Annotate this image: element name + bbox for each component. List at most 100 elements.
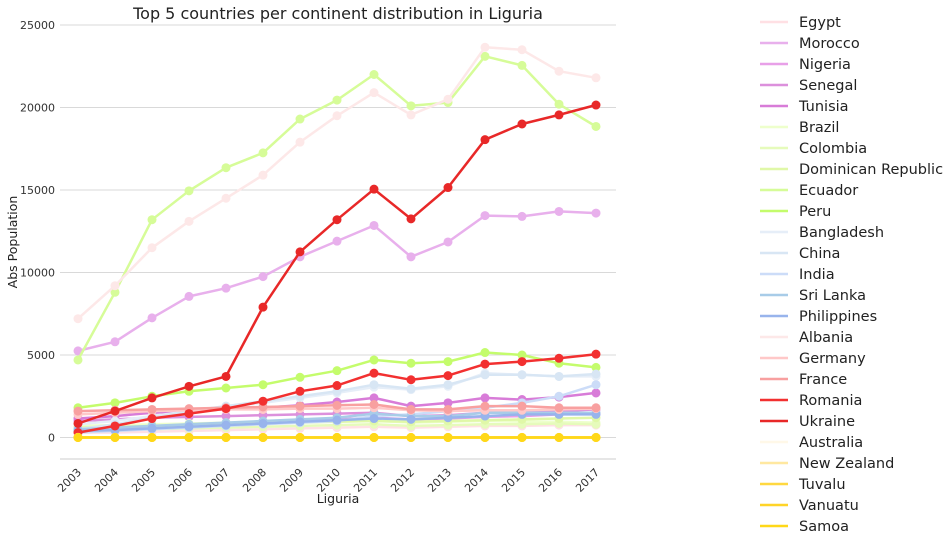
data-point xyxy=(554,403,564,413)
data-point xyxy=(332,366,342,376)
legend-label: Morocco xyxy=(799,36,860,52)
data-point xyxy=(517,370,527,380)
data-point xyxy=(591,121,601,131)
data-point xyxy=(480,348,490,358)
legend-label: Germany xyxy=(799,351,866,367)
x-axis-label: Liguria xyxy=(317,491,360,506)
data-point xyxy=(480,42,490,52)
data-point xyxy=(554,99,564,109)
data-point xyxy=(332,433,342,442)
legend-item: Sri Lanka xyxy=(760,288,866,304)
legend-item: Australia xyxy=(760,435,863,451)
series-samoa xyxy=(73,433,601,442)
data-point xyxy=(258,170,268,180)
legend-item: Germany xyxy=(760,351,866,367)
series-ukraine xyxy=(73,100,601,428)
legend-label: France xyxy=(799,372,847,388)
data-point xyxy=(110,433,120,442)
data-point xyxy=(369,355,379,365)
data-point xyxy=(221,433,231,442)
data-point xyxy=(554,371,564,381)
data-point xyxy=(258,302,268,312)
data-point xyxy=(554,353,564,363)
data-point xyxy=(295,401,305,411)
data-point xyxy=(258,380,268,390)
data-point xyxy=(554,110,564,120)
data-point xyxy=(184,409,194,419)
legend-label: Peru xyxy=(799,204,831,220)
legend-label: Bangladesh xyxy=(799,225,884,241)
data-point xyxy=(184,422,194,432)
data-point xyxy=(332,236,342,246)
data-point xyxy=(369,220,379,230)
x-tick-label: 2017 xyxy=(573,466,602,495)
data-point xyxy=(258,148,268,158)
legend-label: Samoa xyxy=(799,519,849,535)
data-point xyxy=(517,60,527,70)
data-point xyxy=(517,350,527,360)
data-point xyxy=(295,137,305,147)
data-point xyxy=(369,380,379,390)
x-tick-label: 2008 xyxy=(240,466,269,495)
data-point xyxy=(554,66,564,76)
data-point xyxy=(443,237,453,247)
data-point xyxy=(406,214,416,224)
legend-item: Tuvalu xyxy=(760,477,846,493)
data-point xyxy=(591,73,601,83)
legend-item: France xyxy=(760,372,847,388)
data-point xyxy=(480,135,490,145)
y-axis-tick-labels: 0 5000 10000 15000 20000 25000 xyxy=(20,19,55,445)
data-point xyxy=(443,398,453,408)
legend-label: Colombia xyxy=(799,141,867,157)
data-point xyxy=(517,357,527,367)
x-tick-label: 2013 xyxy=(425,466,454,495)
data-point xyxy=(369,88,379,98)
x-tick-label: 2006 xyxy=(166,466,195,495)
legend-item: China xyxy=(760,246,840,262)
legend-item: Ukraine xyxy=(760,414,855,430)
gridlines xyxy=(60,24,616,460)
data-point xyxy=(332,381,342,391)
legend-item: Romania xyxy=(760,393,862,409)
data-point xyxy=(110,281,120,291)
legend-label: India xyxy=(799,267,835,283)
legend-label: Nigeria xyxy=(799,57,851,73)
data-point xyxy=(332,415,342,425)
data-point xyxy=(406,101,416,111)
data-point xyxy=(147,215,157,225)
data-point xyxy=(221,404,231,414)
data-point xyxy=(332,111,342,121)
legend-label: New Zealand xyxy=(799,456,894,472)
data-point xyxy=(73,355,83,365)
legend-label: Vanuatu xyxy=(799,498,859,514)
data-point xyxy=(369,414,379,424)
data-point xyxy=(406,252,416,262)
x-tick-label: 2003 xyxy=(55,466,84,495)
data-point xyxy=(591,380,601,390)
series-layer xyxy=(73,42,601,442)
data-point xyxy=(295,417,305,427)
x-tick-label: 2004 xyxy=(92,466,121,495)
data-point xyxy=(443,380,453,390)
x-tick-label: 2014 xyxy=(462,466,491,495)
data-point xyxy=(110,398,120,408)
data-point xyxy=(406,358,416,368)
data-point xyxy=(480,359,490,369)
data-point xyxy=(147,414,157,424)
data-point xyxy=(73,314,83,324)
data-point xyxy=(369,368,379,378)
data-point xyxy=(147,433,157,442)
data-point xyxy=(73,346,83,356)
legend-label: Philippines xyxy=(799,309,877,325)
data-point xyxy=(480,433,490,442)
y-tick-label: 0 xyxy=(48,432,55,445)
data-point xyxy=(295,386,305,396)
legend-label: Tuvalu xyxy=(798,477,846,493)
data-point xyxy=(443,371,453,381)
y-tick-label: 5000 xyxy=(27,349,55,362)
data-point xyxy=(591,100,601,110)
data-point xyxy=(480,393,490,403)
data-point xyxy=(554,206,564,216)
data-point xyxy=(332,95,342,105)
